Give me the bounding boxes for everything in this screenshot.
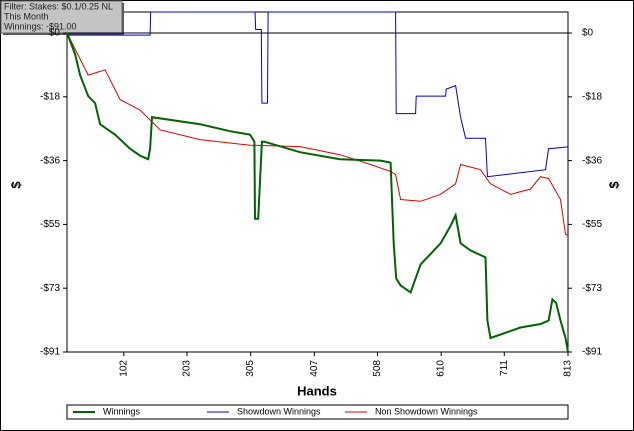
x-tick-label: 305	[245, 360, 256, 377]
info-line: Winnings: -$91.00	[4, 21, 77, 31]
info-line: This Month	[4, 11, 49, 21]
x-axis-title: Hands	[297, 383, 337, 398]
legend-label: Winnings	[103, 406, 141, 416]
info-panel	[0, 0, 123, 34]
x-tick-label: 102	[118, 360, 129, 377]
plot-area	[66, 11, 569, 353]
y-tick-label: $0	[49, 28, 61, 39]
y2-tick-label: -$18	[582, 91, 602, 102]
info-box: Filter: Stakes: $0.1/0.25 NL This Month …	[0, 0, 124, 35]
y-tick-label: -$55	[40, 219, 60, 230]
y2-tick-label: -$55	[582, 219, 602, 230]
x-tick-label: 508	[372, 360, 383, 377]
x-tick-label: 203	[181, 360, 192, 377]
x-tick-label: 407	[309, 360, 320, 377]
legend-label: Showdown Winnings	[237, 406, 321, 416]
info-line: Filter: Stakes: $0.1/0.25 NL	[4, 1, 113, 11]
series-line	[66, 32, 569, 236]
y2-tick-label: $0	[582, 28, 594, 39]
y-tick-label: -$18	[40, 91, 60, 102]
series-line	[66, 32, 569, 353]
y-axis-title: $	[8, 181, 23, 189]
y2-tick-label: -$91	[582, 347, 602, 358]
legend	[66, 404, 569, 420]
legend-label: Non Showdown Winnings	[375, 406, 478, 416]
y2-tick-label: -$73	[582, 283, 602, 294]
y-tick-label: -$73	[40, 283, 60, 294]
series-line	[67, 11, 569, 178]
x-tick-label: 610	[436, 360, 447, 377]
y-tick-label: -$36	[40, 155, 60, 166]
y-tick-label: -$91	[40, 347, 60, 358]
x-tick-label: 813	[563, 360, 574, 377]
x-tick-label: 711	[499, 360, 510, 376]
y2-tick-label: -$36	[582, 155, 602, 166]
y2-axis-title: $	[606, 181, 621, 189]
